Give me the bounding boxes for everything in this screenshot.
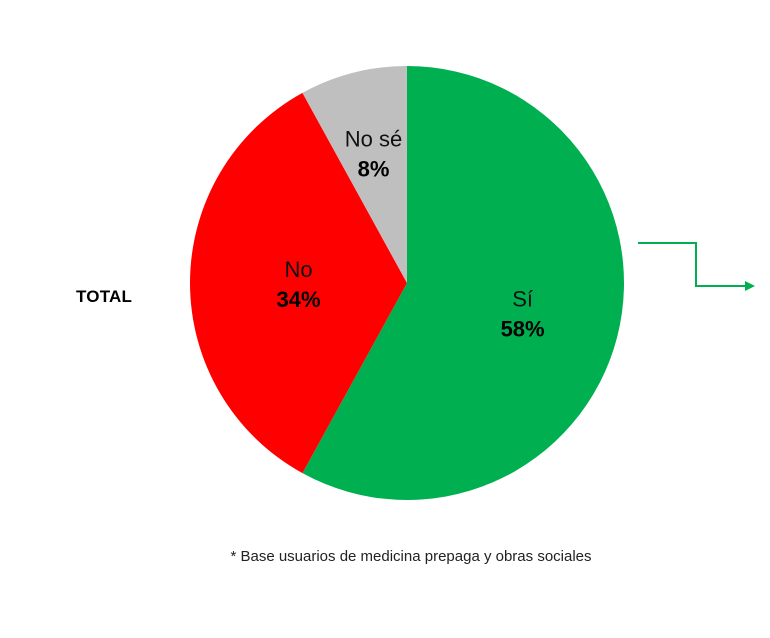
pie-slice-si	[302, 66, 625, 500]
slice-value-si: 58%	[501, 317, 545, 342]
arrow-head-icon	[745, 281, 755, 291]
pie-slices	[190, 66, 625, 500]
connector-line	[638, 242, 748, 287]
pie-slice-no	[190, 92, 407, 474]
total-label: TOTAL	[76, 287, 133, 306]
pie-labels: Sí 58% No 34% No sé 8%	[276, 127, 544, 342]
slice-name-si: Sí	[512, 287, 533, 312]
slice-value-no-se: 8%	[358, 157, 390, 182]
pie-slice-no-se	[302, 66, 407, 283]
footnote: * Base usuarios de medicina prepaga y ob…	[230, 548, 592, 565]
slice-value-no: 34%	[276, 287, 320, 312]
connector-arrow	[638, 242, 755, 291]
slice-name-no: No	[284, 257, 312, 282]
slice-name-no-se: No sé	[345, 127, 402, 152]
